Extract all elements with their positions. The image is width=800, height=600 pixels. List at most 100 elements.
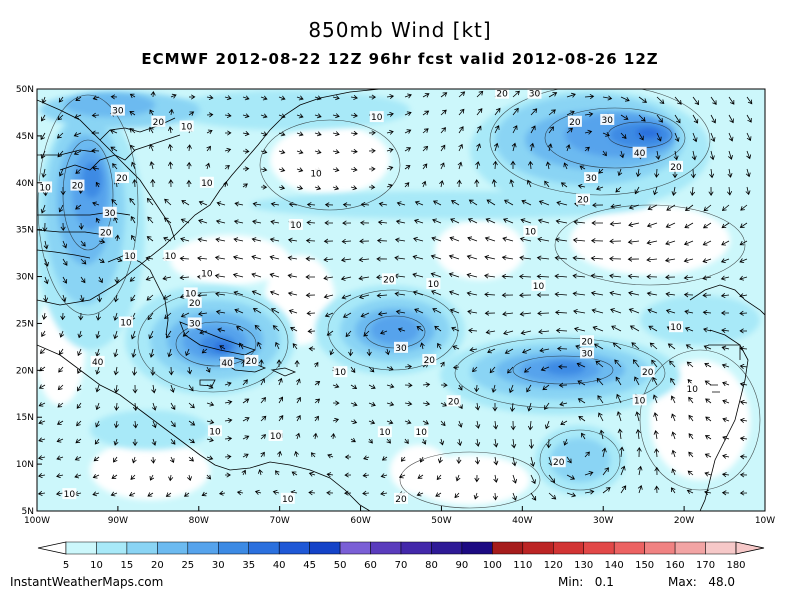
contour-label-bg: [632, 146, 647, 158]
wind-arrow: [671, 186, 677, 196]
wind-arrow: [722, 381, 730, 387]
wind-arrow: [566, 110, 575, 116]
wind-arrow: [491, 179, 497, 188]
wind-arrow: [620, 114, 629, 120]
wind-arrow: [467, 236, 478, 242]
wind-arrow: [332, 185, 340, 191]
wind-arrow: [684, 309, 694, 315]
wind-arrow: [269, 290, 280, 296]
colorbar-label: 60: [364, 560, 377, 571]
wind-arrow: [206, 94, 214, 100]
colorbar-label: 40: [273, 560, 286, 571]
wind-arrow: [619, 446, 625, 458]
wind-arrow: [57, 114, 64, 121]
wind-arrow: [377, 311, 388, 317]
wind-arrow: [692, 114, 699, 124]
lat-tick-label: 25N: [16, 319, 34, 329]
wind-arrow: [593, 343, 604, 350]
wind-arrow: [260, 95, 268, 101]
latitude-axis: 50N 45N 40N 35N 30N 25N 20N 15N 10N 5N: [16, 85, 42, 517]
wind-arrow: [703, 345, 712, 350]
wind-arrow: [683, 292, 694, 298]
wind-arrow: [627, 256, 640, 262]
wind-arrow: [654, 448, 660, 458]
wind-arrow: [664, 257, 676, 263]
wind-arrow: [476, 143, 481, 152]
wind-arrow: [547, 143, 553, 152]
wind-arrow: [674, 96, 682, 105]
max-value: 48.0: [708, 575, 736, 589]
wind-arrow: [350, 112, 358, 118]
wind-arrow: [278, 149, 286, 155]
wind-arrow: [491, 384, 497, 393]
colorbar-swatch: [431, 541, 463, 555]
colorbar-label: 130: [574, 560, 593, 571]
wind-arrow: [705, 398, 712, 404]
wind-arrow: [671, 468, 677, 476]
lon-tick-label: 70W: [269, 516, 289, 526]
wind-arrow: [598, 412, 604, 422]
wind-arrow: [667, 343, 676, 350]
wind-arrow: [421, 180, 427, 188]
wind-arrow: [705, 416, 712, 422]
wind-arrow: [206, 129, 213, 135]
lon-tick-label: 30W: [593, 516, 613, 526]
wind-arrow: [476, 125, 482, 134]
wind-arrow: [721, 472, 730, 478]
wind-arrow: [288, 309, 298, 314]
wind-arrow: [98, 276, 103, 284]
contour-label-bg: [114, 172, 129, 184]
wind-arrow: [422, 145, 429, 152]
wind-arrow: [581, 432, 586, 440]
wind-arrow: [721, 363, 730, 369]
wind-arrow: [386, 401, 395, 407]
wind-arrow: [182, 330, 190, 337]
wind-arrow: [578, 416, 586, 422]
wind-arrow: [242, 435, 250, 440]
wind-arrow: [509, 402, 516, 412]
wind-arrow: [57, 384, 64, 391]
contour-label: 20: [153, 118, 165, 128]
wind-arrow: [92, 201, 100, 207]
wind-arrow: [720, 275, 730, 281]
wind-arrow: [536, 292, 550, 298]
wind-arrow: [251, 290, 262, 296]
wind-arrow: [92, 95, 100, 101]
wind-arrow: [510, 420, 516, 431]
wind-arrow: [251, 237, 262, 243]
wind-arrow: [40, 204, 46, 214]
wind-arrow: [272, 489, 280, 495]
colorbar-swatch: [65, 541, 97, 555]
wind-arrow: [116, 257, 123, 263]
wind-arrow: [579, 165, 586, 170]
wind-arrow: [380, 473, 388, 479]
lon-tick-label: 100W: [24, 516, 50, 526]
contour-label: 10: [670, 323, 682, 333]
wind-arrow: [691, 150, 697, 161]
wind-arrow: [544, 402, 550, 410]
wind-arrow: [368, 401, 376, 407]
wind-arrow: [91, 130, 99, 136]
contour-label: 10: [686, 385, 698, 395]
wind-arrow: [205, 162, 211, 170]
wind-arrow: [165, 492, 172, 497]
wind-arrow: [41, 168, 47, 178]
wind-arrow: [404, 93, 412, 99]
wind-arrow: [129, 110, 136, 116]
wind-arrow: [577, 183, 586, 189]
wind-arrow: [432, 308, 442, 314]
wind-arrow: [454, 492, 460, 499]
wind-arrow: [314, 381, 321, 386]
wind-arrow: [501, 292, 514, 298]
wind-arrow: [526, 179, 532, 188]
wind-arrow: [128, 491, 136, 497]
wind-arrow: [554, 309, 568, 316]
colorbar-label: 80: [425, 560, 438, 571]
wind-arrow: [519, 311, 532, 317]
min-label: Min:: [558, 575, 584, 589]
wind-arrow: [629, 325, 640, 332]
wind-arrow: [512, 90, 520, 98]
wind-arrow: [187, 366, 193, 375]
wind-arrow: [710, 96, 717, 106]
wind-arrow: [474, 456, 480, 465]
